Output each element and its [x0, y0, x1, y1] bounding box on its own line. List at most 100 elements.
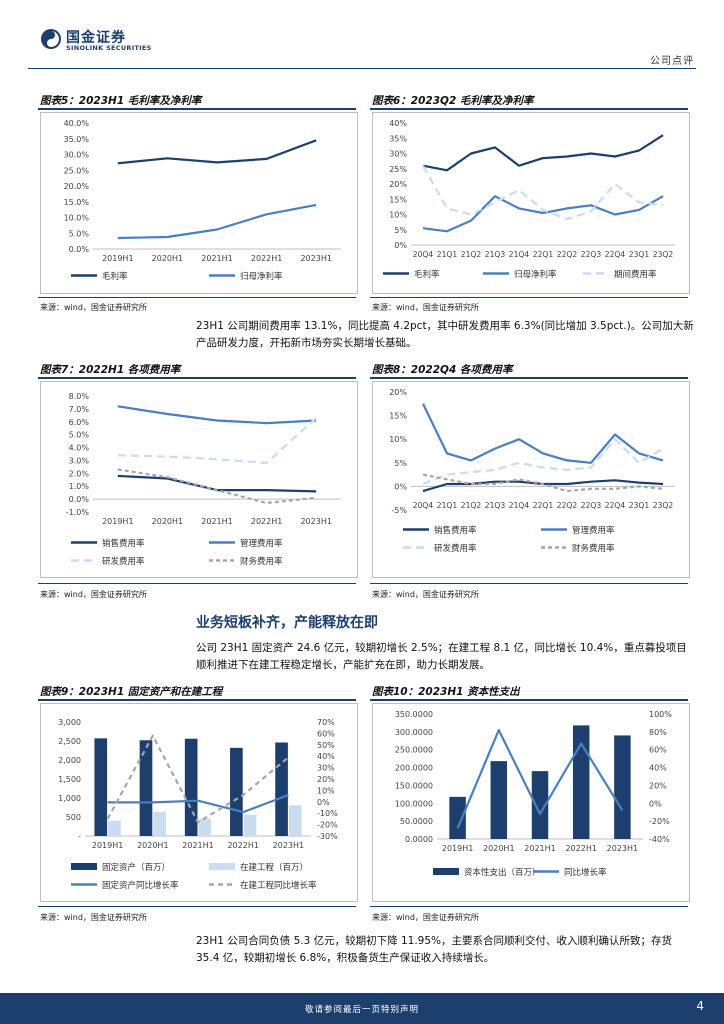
fig6-series-line — [422, 165, 664, 221]
fig7-ytick-label: 2.0% — [69, 469, 90, 478]
fig6-xtick-label: 22Q1 — [533, 250, 554, 259]
fig10-bar — [614, 735, 631, 839]
page-number: 4 — [696, 999, 704, 1013]
fig5-chart: 0.0% 5.0% 10.0% 15.0% 20.0% 25.0% 30.0% 35.0% 40… — [40, 112, 358, 294]
fig9-legend-label: 固定资产同比增长率 — [102, 880, 179, 891]
fig6-ytick-label: 10% — [389, 211, 407, 220]
fig9-y2tick-label: 70% — [317, 718, 335, 727]
fig10-ytick-label: 0.0000 — [405, 835, 433, 844]
fig6-legend-label: 毛利率 — [414, 269, 440, 280]
fig6-xtick-label: 22Q4 — [605, 250, 626, 259]
fig10-chart: 0.0000 50.0000 100.0000 150.0000 200.0000 250… — [372, 703, 690, 902]
fig9-xtick-label: 2022H1 — [227, 841, 258, 850]
fig10-xtick-label: 2023H1 — [607, 844, 638, 853]
fig10-bar — [449, 796, 466, 839]
fig5-ytick-label: 15.0% — [64, 198, 90, 207]
fig6-chart: 0% 5% 10% 15% 20% 25% 30% 35% 40% 20Q4 21Q1 21Q2 21Q… — [372, 112, 690, 294]
fig7-ytick-label: 0.0% — [69, 495, 90, 504]
fig10-y2tick-label: 40% — [649, 764, 667, 773]
fig6-xtick-label: 23Q1 — [629, 250, 650, 259]
paragraph-fixed-assets: 公司 23H1 固定资产 24.6 亿元，较期初增长 2.5%；在建工程 8.1… — [196, 642, 687, 671]
fig5-ytick-label: 5.0% — [69, 229, 90, 238]
fig9-ytick-label: 1,500 — [58, 775, 81, 784]
fig7-chart: -1.0% 0.0% 1.0% 2.0% 3.0% 4.0% 5.0% 6.0% 7.0% 8.0… — [40, 381, 358, 578]
fig6-xtick-label: 22Q2 — [557, 250, 578, 259]
fig10-xtick-label: 2021H1 — [524, 844, 555, 853]
fig9-y2tick-label: 40% — [317, 752, 335, 761]
fig7-series-line — [117, 468, 317, 505]
fig9-bar — [94, 738, 108, 836]
report-type-label: 公司点评 — [650, 56, 694, 67]
paragraph-contract-liabilities: 23H1 公司合同负债 5.3 亿元，较期初下降 11.95%，主要系合同顺利交… — [196, 935, 673, 964]
fig5-ytick-label: 40.0% — [64, 119, 90, 128]
fig10-legend-label: 同比增长率 — [564, 867, 607, 878]
fig7-title-rule — [38, 377, 356, 379]
fig6-series-line — [422, 134, 664, 172]
fig9-series-line — [106, 734, 290, 824]
fig7-xtick-label: 2021H1 — [201, 517, 232, 526]
fig6-chart-svg: 0%5%10%15%20%25%30%35%40%20Q4 21Q1 21Q2 21Q… — [383, 119, 675, 280]
fig10-legend-swatch — [433, 868, 459, 875]
fig9-ytick-label: 1,000 — [58, 794, 81, 803]
fig7-ytick-label: 4.0% — [69, 444, 90, 453]
fig6-xtick-label: 21Q3 — [485, 250, 506, 259]
fig9-xtick-label: 2021H1 — [182, 841, 213, 850]
fig9-legend-label: 在建工程同比增长率 — [240, 880, 317, 891]
fig5-xtick-label: 2021H1 — [201, 254, 232, 263]
fig5-bottom-rule — [38, 297, 356, 298]
fig9-bar — [108, 820, 121, 836]
fig10-legend-label: 资本性支出（百万） — [464, 867, 541, 878]
fig10-xtick-label: 2022H1 — [565, 844, 596, 853]
fig8-source: 来源：wind，国金证券研究所 — [372, 590, 479, 599]
footer-disclaimer: 敬请参阅最后一页特别声明 — [304, 1005, 419, 1015]
fig8-xtick-label: 21Q4 — [509, 501, 530, 510]
fig8-ytick-label: 20% — [389, 388, 407, 397]
fig8-title-rule — [370, 377, 688, 379]
fig5-chart-svg: 0.0% 5.0% 10.0% 15.0% 20.0% 25.0% 30.0% 35.0% 40… — [64, 119, 341, 282]
fig9-y2tick-label: 10% — [317, 786, 335, 795]
fig9-y2tick-label: -20% — [317, 821, 338, 830]
fig8-series-line — [422, 438, 664, 486]
fig9-ytick-label: 3,000 — [58, 718, 81, 727]
fig5-series-line — [117, 139, 317, 165]
fig6-ytick-label: 40% — [389, 119, 407, 128]
fig10-series-line — [456, 729, 624, 829]
fig10-title: 图表10：2023H1 资本性支出 — [372, 686, 520, 698]
footer-bar — [0, 993, 724, 1024]
fig9-ytick-label: - — [78, 832, 81, 841]
fig10-ytick-label: 200.0000 — [395, 764, 433, 773]
fig8-xtick-label: 22Q3 — [581, 501, 602, 510]
fig9-bar — [153, 811, 166, 836]
fig7-bottom-rule — [38, 583, 356, 584]
fig8-title: 图表8：2022Q4 各项费用率 — [372, 364, 513, 376]
fig6-bottom-rule — [370, 297, 688, 298]
fig8-legend-label: 研发费用率 — [434, 543, 477, 554]
fig9-y2tick-label: -30% — [317, 832, 338, 841]
fig6-ytick-label: 25% — [389, 165, 407, 174]
fig5-ytick-label: 20.0% — [64, 182, 90, 191]
fig8-chart-svg: -5% 0% 5% 10% 15% 20% 20Q4 21Q1 21Q2 21Q3 21Q4 22Q1… — [389, 388, 675, 554]
fig10-bar — [531, 771, 549, 839]
fig9-legend-label: 在建工程（百万） — [240, 862, 308, 873]
fig8-ytick-label: -5% — [391, 506, 407, 515]
fig9-y2tick-label: 60% — [317, 729, 335, 738]
fig7-legend-label: 管理费用率 — [240, 538, 283, 549]
fig5-title-rule — [38, 108, 356, 110]
fig6-xtick-label: 21Q4 — [509, 250, 530, 259]
fig7-series-line — [117, 417, 317, 465]
fig5-xtick-label: 2019H1 — [102, 254, 133, 263]
fig7-ytick-label: 6.0% — [69, 418, 90, 427]
sinolink-logo-icon — [41, 29, 61, 49]
fig10-ytick-label: 300.0000 — [395, 728, 433, 737]
fig6-xtick-label: 23Q2 — [653, 250, 674, 259]
fig8-xtick-label: 20Q4 — [413, 501, 434, 510]
fig7-xtick-label: 2023H1 — [300, 517, 331, 526]
fig6-ytick-label: 35% — [389, 134, 407, 143]
fig9-bar — [230, 747, 243, 836]
fig5-ytick-label: 30.0% — [64, 151, 90, 160]
fig5-legend-label: 毛利率 — [102, 271, 128, 282]
fig7-ytick-label: 8.0% — [69, 392, 90, 401]
fig8-xtick-label: 23Q2 — [653, 501, 674, 510]
fig9-legend-swatch — [209, 863, 235, 870]
fig10-ytick-label: 100.0000 — [395, 799, 433, 808]
